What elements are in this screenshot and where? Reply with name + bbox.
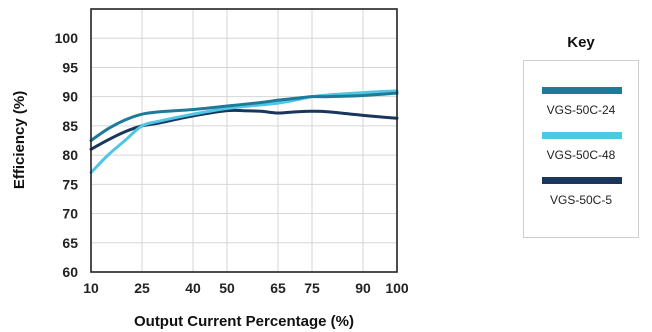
- legend-title: Key: [567, 34, 595, 51]
- y-tick-labels: 60 65 70 75 80 85 90 95 100: [55, 30, 79, 280]
- series-line-vgs-50c-5: [89, 108, 399, 151]
- x-tick-label: 100: [385, 280, 409, 296]
- y-tick-label: 75: [62, 176, 78, 192]
- legend: VGS-50C-24 VGS-50C-48 VGS-50C-5: [523, 60, 639, 238]
- x-tick-label: 65: [270, 280, 286, 296]
- plot-frame: [90, 8, 398, 273]
- x-tick-label: 50: [219, 280, 235, 296]
- legend-swatch: [542, 177, 622, 184]
- y-tick-label: 100: [55, 30, 79, 46]
- series-lines: [89, 89, 399, 175]
- y-tick-label: 95: [62, 59, 78, 75]
- series-line-vgs-50c-48: [89, 89, 399, 175]
- y-tick-label: 90: [62, 89, 78, 105]
- grid-lines: [91, 9, 397, 272]
- legend-swatch: [542, 132, 622, 139]
- series-line-vgs-50c-24: [89, 91, 399, 142]
- x-tick-label: 75: [304, 280, 320, 296]
- x-tick-label: 40: [185, 280, 201, 296]
- x-tick-label: 90: [355, 280, 371, 296]
- legend-label: VGS-50C-5: [549, 193, 613, 207]
- x-tick-label: 25: [134, 280, 150, 296]
- x-tick-label: 10: [83, 280, 99, 296]
- y-tick-label: 65: [62, 235, 78, 251]
- y-tick-label: 60: [62, 264, 78, 280]
- y-tick-label: 80: [62, 147, 78, 163]
- legend-label: VGS-50C-48: [546, 148, 616, 162]
- x-tick-labels: 10 25 40 50 65 75 90 100: [83, 280, 409, 296]
- x-axis-title: Output Current Percentage (%): [134, 313, 354, 330]
- y-tick-label: 70: [62, 206, 78, 222]
- legend-label: VGS-50C-24: [546, 103, 616, 117]
- y-tick-label: 85: [62, 118, 78, 134]
- legend-swatch: [542, 87, 622, 94]
- y-axis-title: Efficiency (%): [11, 91, 28, 189]
